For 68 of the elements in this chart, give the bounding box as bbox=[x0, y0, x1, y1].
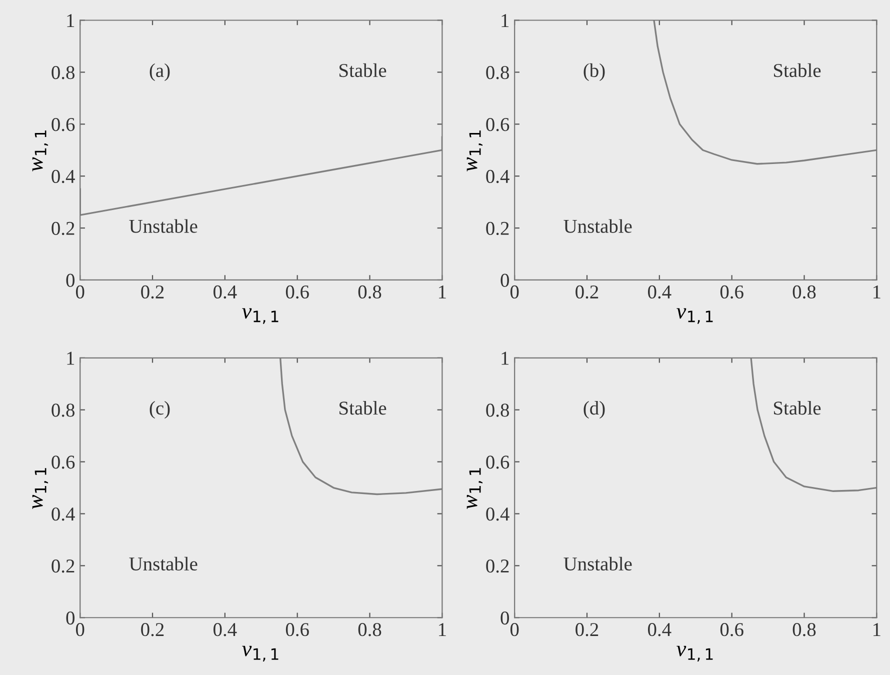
x-tick-label: 0.8 bbox=[792, 623, 816, 636]
y-tick-label: 0 bbox=[66, 611, 74, 625]
annotation: (b) bbox=[584, 63, 605, 82]
annotation: (d) bbox=[584, 401, 605, 419]
x-tick-label: 0 bbox=[76, 623, 84, 636]
x-tick-label: 0 bbox=[510, 623, 519, 636]
y-axis-title: w$_{1,1}$ bbox=[466, 130, 483, 172]
y-tick-label: 0.4 bbox=[52, 170, 75, 184]
y-tick-label: 0.8 bbox=[52, 66, 74, 80]
annotation: (c) bbox=[150, 401, 170, 419]
y-axis-title: w$_{1,1}$ bbox=[466, 468, 483, 510]
y-tick-label: 0.2 bbox=[52, 222, 74, 236]
annotation: Stable bbox=[774, 63, 821, 78]
x-tick-label: 0.8 bbox=[358, 285, 382, 299]
x-tick-label: 0.6 bbox=[286, 623, 309, 636]
annotation: Unstable bbox=[564, 219, 632, 233]
y-tick-label: 1 bbox=[502, 14, 509, 27]
x-tick-label: 1 bbox=[874, 285, 880, 298]
y-tick-label: 0.6 bbox=[486, 118, 510, 132]
y-axis-title: w$_{1,1}$ bbox=[32, 130, 48, 172]
x-axis-title: v$_{1,1}$ bbox=[242, 646, 278, 662]
y-tick-label: 0 bbox=[500, 611, 509, 625]
annotation: (a) bbox=[150, 63, 170, 82]
x-tick-label: 0 bbox=[76, 285, 84, 299]
annotation: Unstable bbox=[129, 219, 198, 233]
x-axis-title: v$_{1,1}$ bbox=[242, 308, 278, 324]
y-tick-label: 1 bbox=[67, 352, 74, 365]
x-tick-label: 0.6 bbox=[720, 623, 744, 636]
y-tick-label: 0.6 bbox=[52, 456, 75, 469]
x-axis-title: v$_{1,1}$ bbox=[676, 646, 713, 662]
y-tick-label: 0.8 bbox=[486, 66, 509, 80]
annotation: Unstable bbox=[129, 556, 198, 571]
x-tick-label: 0.4 bbox=[214, 623, 237, 636]
y-tick-label: 0.2 bbox=[486, 559, 509, 573]
x-axis-title: v$_{1,1}$ bbox=[676, 308, 713, 324]
x-tick-label: 0.4 bbox=[214, 285, 237, 299]
y-tick-label: 0.4 bbox=[486, 508, 510, 521]
y-tick-label: 1 bbox=[502, 352, 509, 365]
x-tick-label: 0.2 bbox=[576, 285, 598, 299]
annotation: Stable bbox=[340, 401, 386, 415]
x-tick-label: 1 bbox=[439, 285, 446, 298]
x-tick-label: 0.2 bbox=[576, 623, 598, 636]
y-tick-label: 0.4 bbox=[52, 508, 75, 521]
x-tick-label: 1 bbox=[874, 623, 880, 636]
x-tick-label: 1 bbox=[439, 623, 446, 636]
x-tick-label: 0.6 bbox=[286, 285, 309, 299]
y-axis-title: w$_{1,1}$ bbox=[32, 468, 48, 510]
x-tick-label: 0.2 bbox=[141, 623, 164, 636]
y-tick-label: 0 bbox=[500, 274, 509, 287]
x-tick-label: 0.4 bbox=[648, 285, 672, 299]
y-tick-label: 0.8 bbox=[486, 404, 509, 417]
annotation: Unstable bbox=[564, 556, 632, 571]
y-tick-label: 0.2 bbox=[52, 559, 74, 573]
x-tick-label: 0.4 bbox=[648, 623, 672, 636]
y-tick-label: 0.4 bbox=[486, 170, 510, 184]
y-tick-label: 1 bbox=[67, 14, 74, 27]
y-tick-label: 0.6 bbox=[486, 456, 510, 469]
x-tick-label: 0.2 bbox=[141, 285, 164, 299]
annotation: Stable bbox=[774, 401, 821, 415]
y-tick-label: 0.8 bbox=[52, 404, 74, 417]
x-tick-label: 0.8 bbox=[792, 285, 816, 299]
y-tick-label: 0 bbox=[66, 274, 74, 287]
x-tick-label: 0.8 bbox=[358, 623, 382, 636]
annotation: Stable bbox=[340, 63, 386, 78]
x-tick-label: 0.6 bbox=[720, 285, 744, 299]
y-tick-label: 0.6 bbox=[52, 118, 75, 132]
x-tick-label: 0 bbox=[510, 285, 519, 299]
y-tick-label: 0.2 bbox=[486, 222, 509, 236]
